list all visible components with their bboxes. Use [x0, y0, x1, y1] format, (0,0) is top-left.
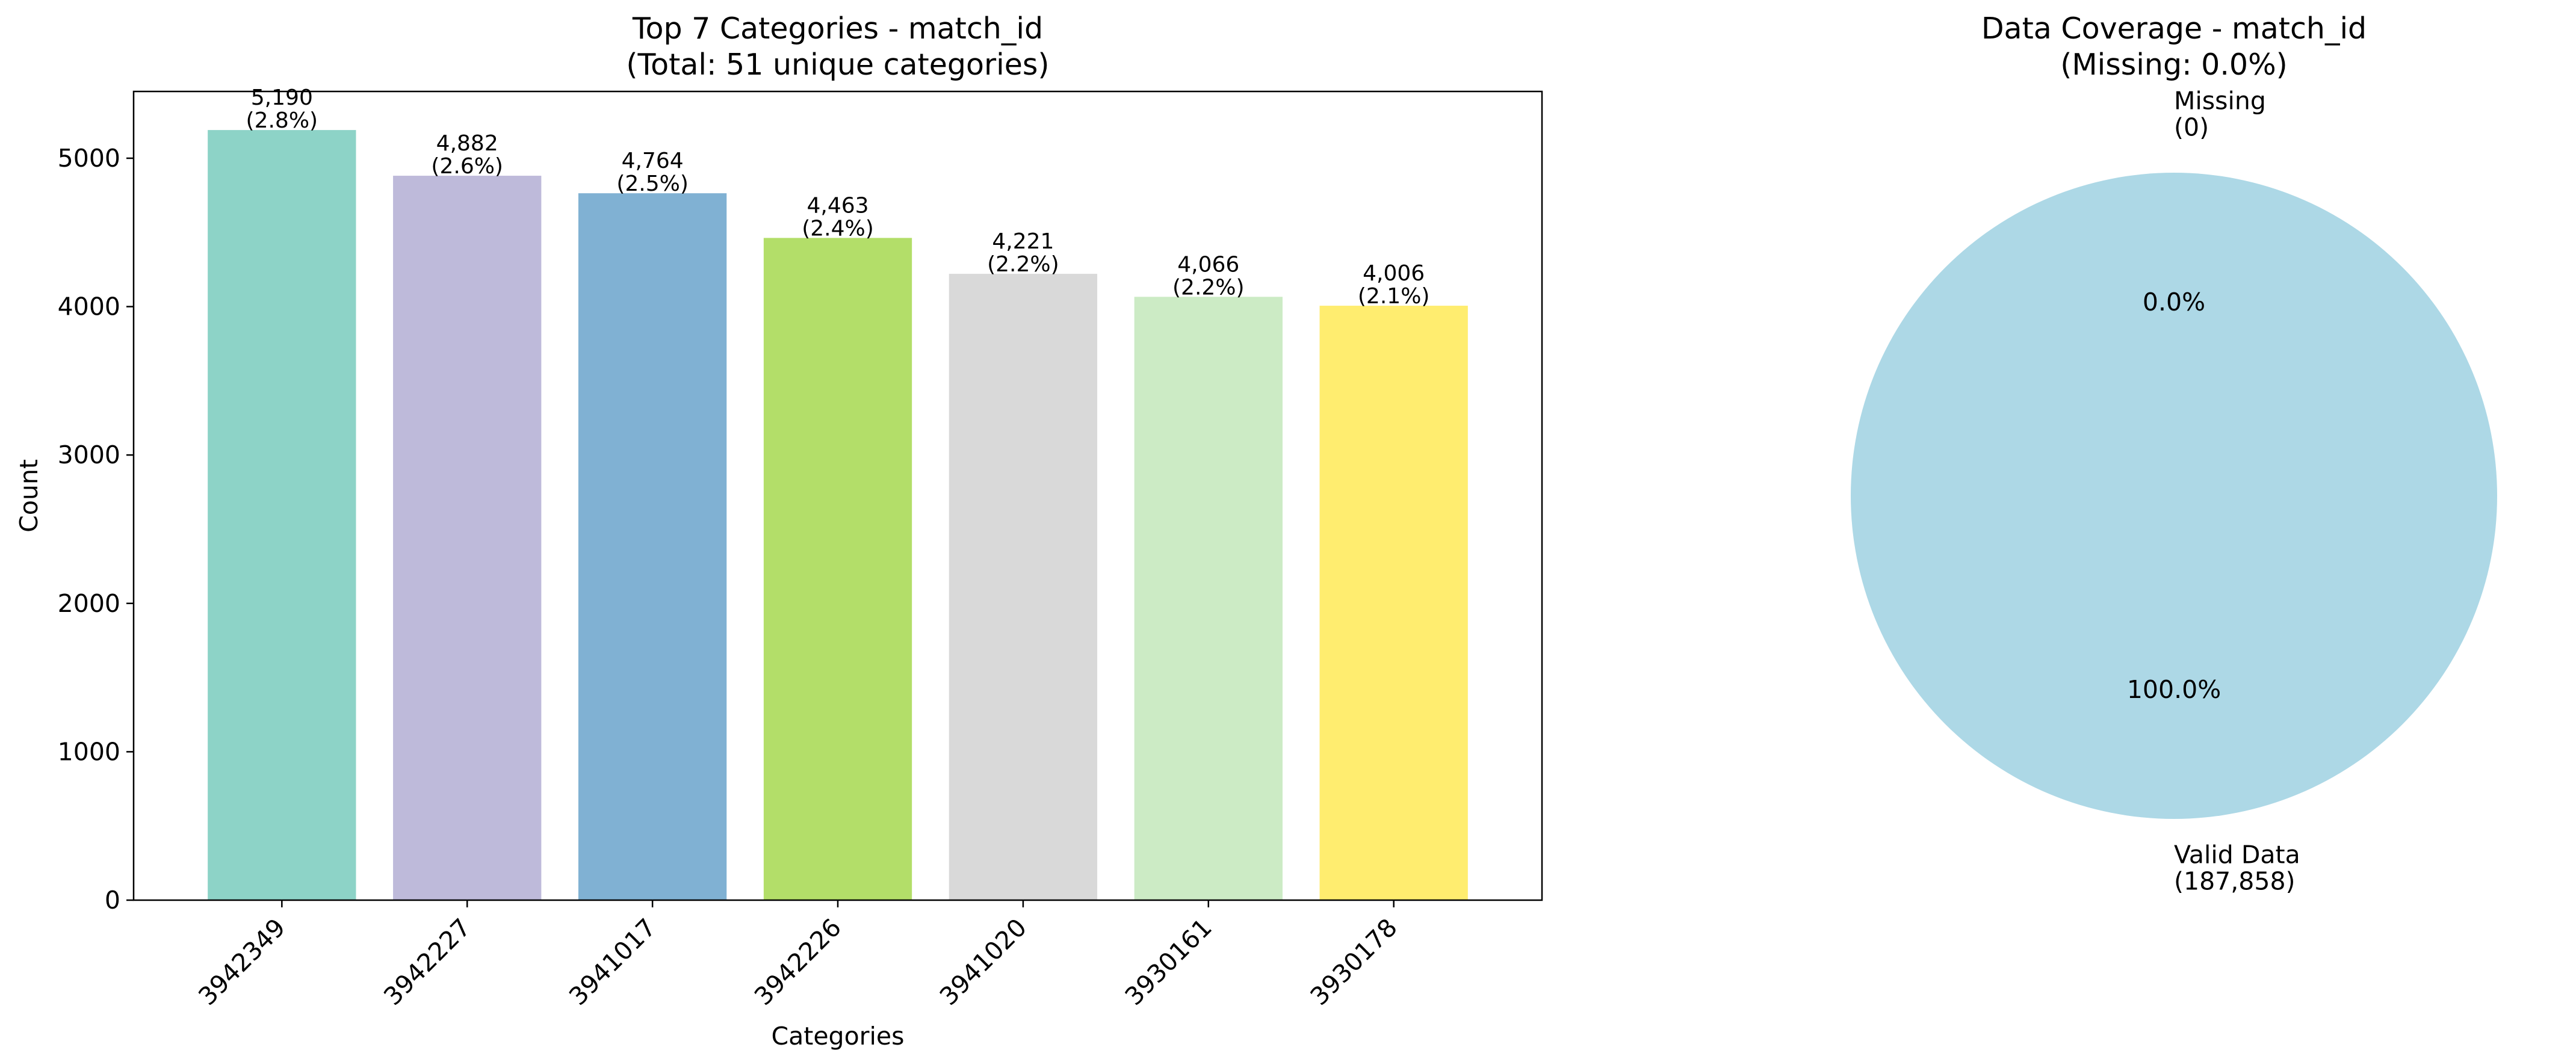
bar-chart-title-line2: (Total: 51 unique categories) [626, 48, 1049, 82]
pie-slice-count: (187,858) [2174, 867, 2296, 896]
bar-percent-label: (2.2%) [987, 252, 1059, 277]
bar-3942227 [393, 176, 542, 901]
pie-chart: Data Coverage - match_id (Missing: 0.0%)… [1851, 11, 2497, 896]
bar-3942226 [763, 238, 912, 900]
bar-value-label: 4,463 [807, 193, 868, 218]
pie-chart-title-line2: (Missing: 0.0%) [2060, 48, 2288, 82]
y-tick-label: 0 [105, 886, 120, 915]
pie-slice-percent: 100.0% [2127, 675, 2221, 704]
pie-slice [1851, 173, 2497, 819]
y-axis-label: Count [14, 459, 43, 533]
pie-chart-title-line1: Data Coverage - match_id [1981, 11, 2367, 46]
bar-3941017 [578, 193, 727, 900]
plot-frame [132, 90, 1543, 901]
x-axis-label: Categories [772, 1022, 905, 1051]
bar-percent-label: (2.6%) [431, 154, 503, 179]
y-axis-ticks: 0 1000 2000 3000 4000 5000 [58, 144, 134, 915]
bar-percent-label: (2.1%) [1358, 284, 1430, 309]
pie-slice-count: (0) [2174, 113, 2209, 141]
bar-3930178 [1319, 306, 1468, 900]
y-tick-label: 4000 [58, 292, 120, 321]
bar-value-label: 4,764 [622, 149, 684, 173]
bar-value-label: 4,006 [1363, 261, 1425, 286]
y-tick-label: 2000 [58, 589, 120, 618]
pie-slice-label: Missing [2174, 86, 2266, 115]
bar-3930161 [1134, 297, 1283, 901]
bar-percent-label: (2.8%) [246, 108, 318, 133]
bar-chart-title-line1: Top 7 Categories - match_id [632, 11, 1043, 46]
bar-3941020 [949, 274, 1098, 901]
pie-slices [1851, 173, 2497, 819]
pie-labels: Missing(0) 0.0% Valid Data(187,858) 100.0% [2127, 86, 2300, 895]
y-tick-label: 1000 [58, 737, 120, 766]
bar-value-label: 4,221 [992, 229, 1054, 254]
bars: 5,190(2.8%)4,882(2.6%) 4,764(2.5%)4,463(2… [208, 85, 1468, 901]
y-tick-label: 3000 [58, 440, 120, 469]
bar-percent-label: (2.4%) [802, 216, 874, 241]
bar-value-label: 4,066 [1177, 252, 1239, 277]
y-tick-label: 5000 [58, 144, 120, 173]
bar-percent-label: (2.2%) [1172, 275, 1245, 300]
pie-slice-label: Valid Data [2174, 841, 2300, 869]
bar-3942349 [208, 130, 356, 900]
bar-percent-label: (2.5%) [616, 171, 689, 196]
bar-value-label: 5,190 [251, 85, 313, 110]
pie-slice-percent: 0.0% [2143, 288, 2205, 316]
bar-value-label: 4,882 [436, 131, 498, 156]
